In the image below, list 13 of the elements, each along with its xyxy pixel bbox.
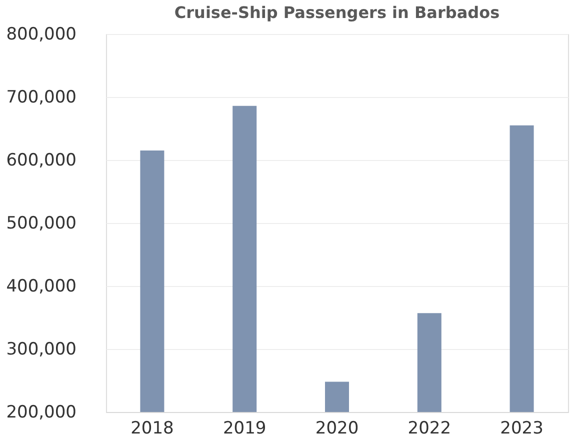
y-tick-label: 200,000 xyxy=(6,402,76,422)
y-tick-label: 400,000 xyxy=(6,276,76,296)
x-tick-label: 2020 xyxy=(315,418,359,438)
x-tick-label: 2018 xyxy=(130,418,174,438)
y-tick-label: 300,000 xyxy=(6,340,76,360)
y-tick-label: 600,000 xyxy=(6,150,76,170)
chart-title: Cruise-Ship Passengers in Barbados xyxy=(174,3,500,22)
x-tick-label: 2023 xyxy=(500,418,544,438)
x-tick-label: 2022 xyxy=(408,418,452,438)
y-tick-label: 700,000 xyxy=(6,88,76,108)
y-tick-label: 500,000 xyxy=(6,214,76,234)
x-tick-label: 2019 xyxy=(222,418,266,438)
y-tick-label: 800,000 xyxy=(6,24,76,44)
